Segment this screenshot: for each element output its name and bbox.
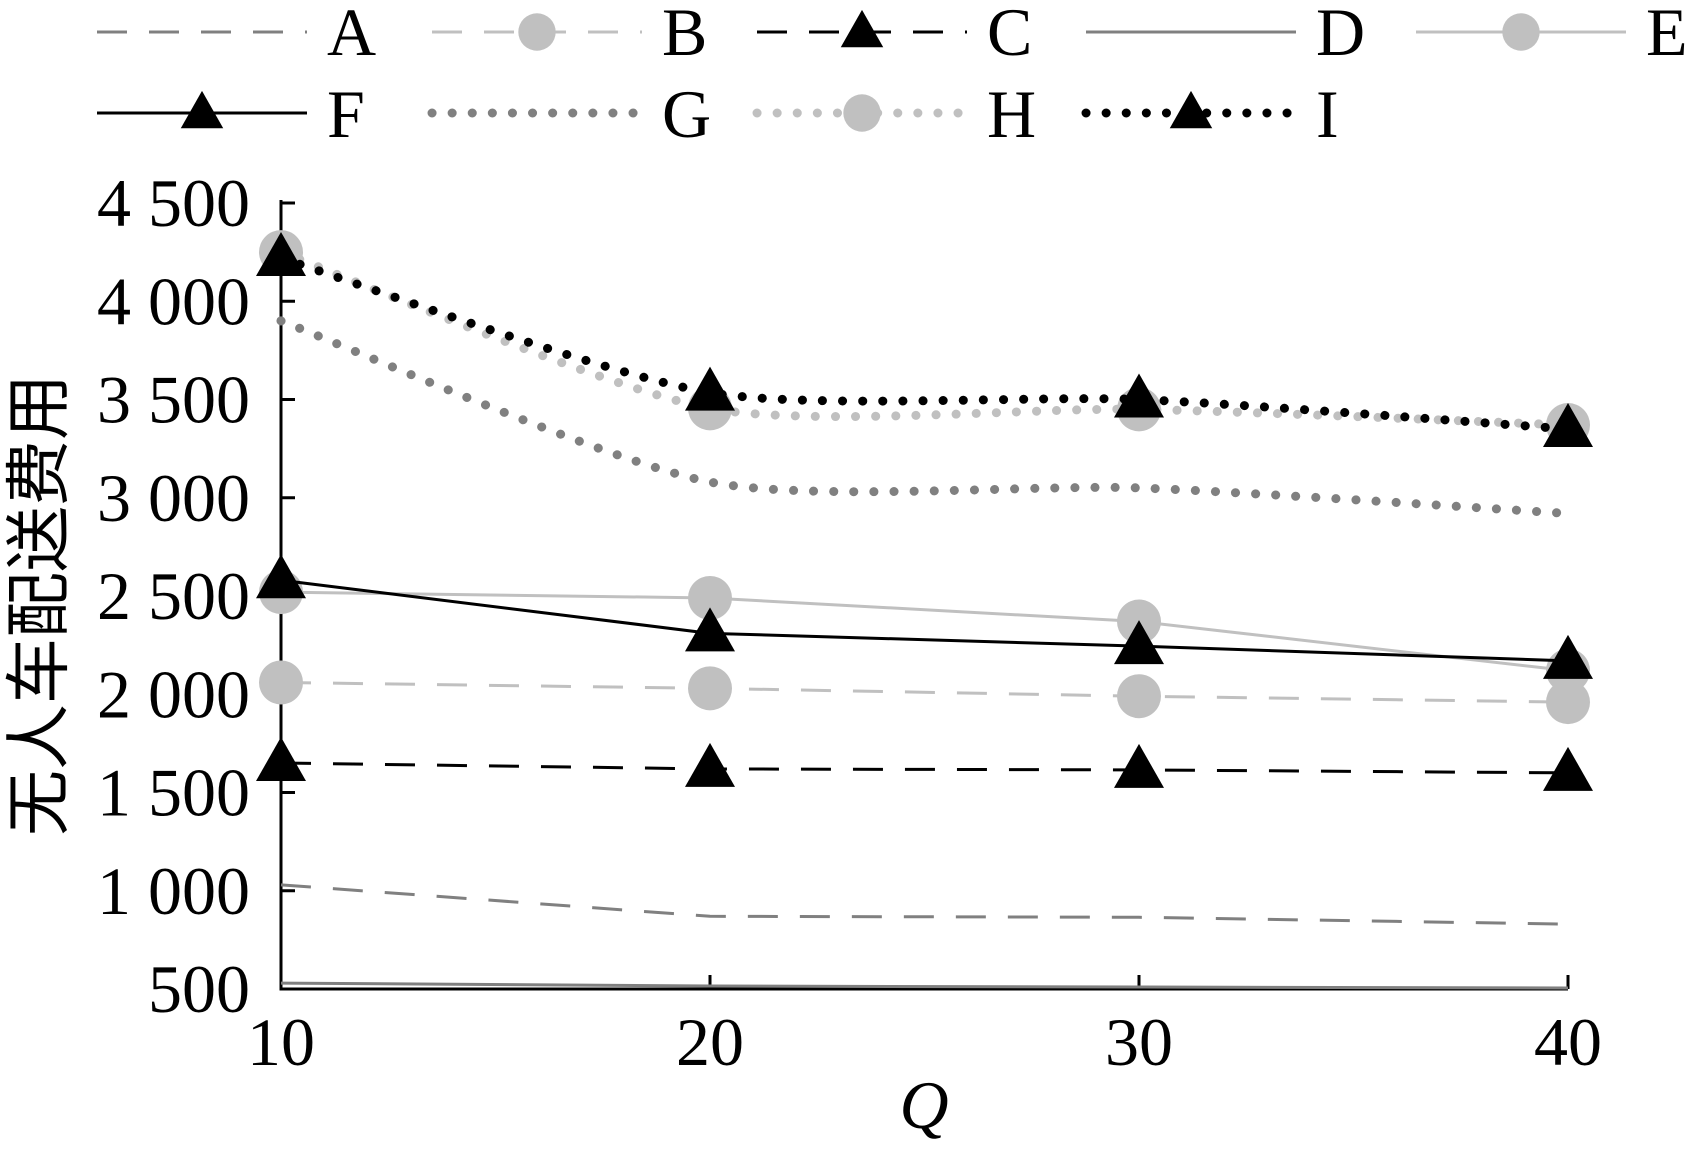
series-I-point xyxy=(1114,373,1164,418)
y-tick-label: 2 500 xyxy=(97,558,250,634)
x-tick-label: 20 xyxy=(676,1004,744,1080)
series-H-line xyxy=(276,247,1573,430)
legend-label: C xyxy=(987,0,1032,70)
series-D xyxy=(280,981,1569,990)
series-F-line xyxy=(280,578,1569,663)
y-tick-label: 3 500 xyxy=(97,362,250,438)
series-I-line xyxy=(276,253,1573,434)
y-tick-label: 1 000 xyxy=(97,853,250,929)
legend-marker xyxy=(1502,13,1540,51)
legend-item-E: E xyxy=(1416,0,1688,70)
y-tick-label: 2 000 xyxy=(97,656,250,732)
legend-item-G: G xyxy=(427,76,711,152)
series-I-point xyxy=(1543,402,1593,447)
legend-item-I: I xyxy=(1081,76,1339,152)
series-F-point xyxy=(1114,620,1164,665)
series-D-line xyxy=(280,981,1569,990)
legend-item-H: H xyxy=(752,76,1036,152)
series-F-point xyxy=(256,554,306,599)
y-tick-label: 500 xyxy=(148,951,250,1027)
legend-marker xyxy=(843,94,881,132)
y-tick-label: 4 000 xyxy=(97,263,250,339)
series-F xyxy=(256,554,1593,679)
legend-item-A: A xyxy=(97,0,376,70)
x-tick-label: 40 xyxy=(1534,1004,1602,1080)
y-tick-label: 4 500 xyxy=(97,165,250,241)
series-I-point xyxy=(685,366,735,411)
legend-label: B xyxy=(662,0,707,70)
series-B-line xyxy=(280,680,1569,704)
x-tick-label: 30 xyxy=(1105,1004,1173,1080)
series-I xyxy=(256,232,1593,447)
legend-item-F: F xyxy=(97,76,365,152)
legend-item-D: D xyxy=(1086,0,1365,70)
x-tick-label: 10 xyxy=(247,1004,315,1080)
legend-label: G xyxy=(662,76,711,152)
legend-label: F xyxy=(327,76,365,152)
legend-marker xyxy=(840,9,884,48)
series-B xyxy=(259,660,1590,725)
legend-item-B: B xyxy=(432,0,707,70)
series-A xyxy=(280,883,1569,926)
x-axis-title: Q xyxy=(899,1067,948,1143)
series-C-line xyxy=(280,761,1569,775)
series-B-point xyxy=(1546,680,1590,725)
series-C-point xyxy=(685,742,735,787)
y-tick-label: 3 000 xyxy=(97,460,250,536)
series-C-point xyxy=(1543,746,1593,791)
series-F-point xyxy=(1543,634,1593,679)
legend-label: A xyxy=(327,0,376,70)
series-G-line xyxy=(276,316,1573,518)
legend-marker xyxy=(1169,90,1213,129)
series-A-line xyxy=(280,883,1569,926)
series-E-point xyxy=(688,575,732,620)
series-C-point xyxy=(1114,743,1164,788)
y-axis-title: 无人车配送费用 xyxy=(4,374,77,836)
series-F-point xyxy=(685,607,735,652)
series-B-point xyxy=(259,660,303,705)
legend-label: D xyxy=(1316,0,1365,70)
series-B-point xyxy=(1117,674,1161,719)
legend-marker xyxy=(518,13,556,51)
series-C xyxy=(256,737,1593,791)
y-tick-label: 1 500 xyxy=(97,755,250,831)
series-B-point xyxy=(688,666,732,711)
legend-label: I xyxy=(1316,76,1339,152)
legend-item-C: C xyxy=(757,0,1032,70)
series-C-point xyxy=(256,737,306,782)
legend-label: E xyxy=(1646,0,1688,70)
series-H xyxy=(259,230,1590,448)
legend-marker xyxy=(180,90,224,129)
series-E xyxy=(259,570,1590,693)
series-E-line xyxy=(280,590,1569,673)
series-G xyxy=(276,316,1573,518)
legend-label: H xyxy=(987,76,1036,152)
series-I-point xyxy=(256,232,306,277)
